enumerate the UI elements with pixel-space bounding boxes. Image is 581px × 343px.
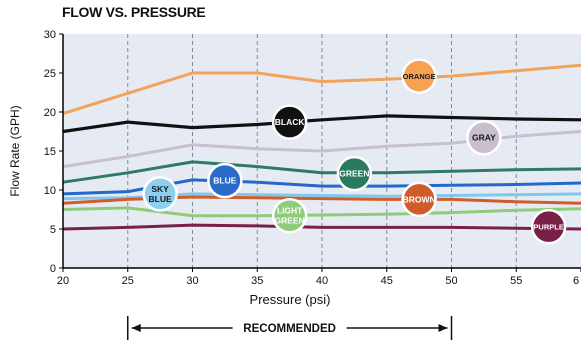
- badge-circle: [271, 197, 308, 234]
- badge-circle: [466, 119, 502, 156]
- y-tick-label: 0: [50, 263, 56, 275]
- arrowhead-left: [131, 324, 141, 332]
- x-tick-label: 45: [381, 275, 393, 287]
- series-line-green: [62, 160, 581, 184]
- y-tick-label: 20: [44, 107, 56, 119]
- x-tick-label: 40: [316, 275, 328, 287]
- recommended-label: RECOMMENDED: [243, 323, 336, 335]
- y-tick-label: 5: [50, 224, 56, 236]
- series-badge-purple: PURPLE: [530, 208, 567, 245]
- series-label-text: BLUE: [149, 194, 172, 204]
- y-tick-label: 10: [44, 185, 56, 197]
- y-axis-label: Flow Rate (GPH): [8, 105, 22, 196]
- x-tick-label: 55: [510, 275, 522, 287]
- badge-circle: [271, 104, 308, 140]
- series-label-text: GREEN: [339, 169, 369, 179]
- series-label-text: BLUE: [213, 176, 236, 186]
- x-tick-label: 35: [251, 275, 263, 287]
- x-tick-label: 20: [57, 275, 69, 287]
- y-tick-label: 30: [44, 29, 56, 41]
- series-label-text: PURPLE: [533, 223, 563, 232]
- series-line-purple: [62, 223, 581, 231]
- series-line-black: [62, 114, 581, 134]
- series-label-text: SKY: [151, 184, 169, 194]
- series-badge-gray: GRAY: [466, 119, 502, 156]
- badge-circle: [530, 208, 567, 245]
- recommended-range: RECOMMENDED: [127, 316, 453, 340]
- series-label-text: BLACK: [275, 117, 306, 127]
- badge-circle: [401, 181, 437, 218]
- series-line-orange: [62, 63, 581, 116]
- x-axis-label: Pressure (psi): [250, 292, 331, 307]
- chart-title: FLOW VS. PRESSURE: [62, 4, 206, 20]
- series-badge-blue: BLUE: [207, 162, 243, 199]
- series-badge-brown: BROWN: [401, 181, 437, 218]
- badge-circle: [207, 162, 243, 199]
- badge-circle: [142, 176, 178, 212]
- series-badge-orange: ORANGE: [401, 58, 437, 94]
- series-badge-green: GREEN: [336, 155, 373, 192]
- x-tick-label: 6: [573, 275, 579, 287]
- badge-circle: [401, 58, 437, 94]
- series-line-light-green: [62, 206, 581, 218]
- y-tick-label: 25: [44, 68, 56, 80]
- x-tick-label: 30: [186, 275, 198, 287]
- badge-circle: [336, 155, 373, 192]
- axes: 0 5 10 15 20 25 30 20 25 30 35 40 45 50 55 6: [44, 29, 581, 287]
- series-label-text: ORANGE: [403, 72, 436, 81]
- series-label-text: LIGHT: [277, 206, 303, 216]
- arrowhead-right: [438, 324, 448, 332]
- x-tick-label: 50: [445, 275, 457, 287]
- series-label-text: GRAY: [472, 133, 496, 143]
- series-label-text: BROWN: [403, 194, 436, 204]
- x-tick-label: 25: [122, 275, 134, 287]
- y-tick-label: 15: [44, 146, 56, 158]
- series-badge-black: BLACK: [271, 104, 308, 140]
- series-label-text: GREEN: [275, 216, 305, 226]
